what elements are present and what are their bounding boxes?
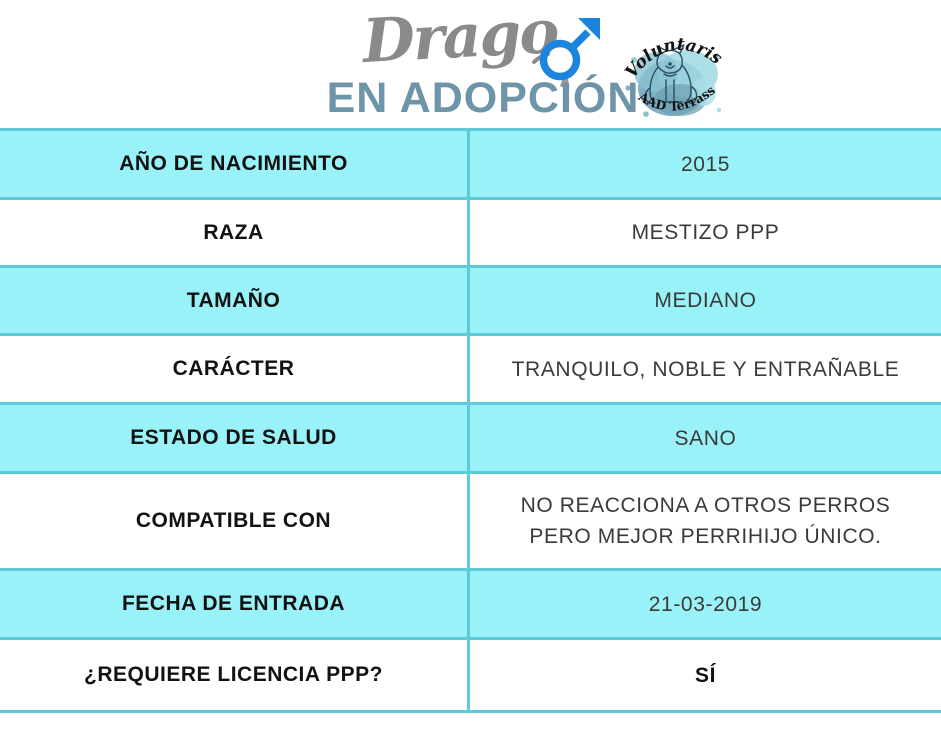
row-label: ¿REQUIERE LICENCIA PPP? [84,663,383,686]
row-label: CARÁCTER [172,357,295,380]
column-divider [467,571,470,637]
row-value: NO REACCIONA A OTROS PERROS PERO MEJOR P… [520,494,891,548]
column-divider [467,131,470,197]
row-label: FECHA DE ENTRADA [121,592,346,615]
table-row-size: TAMAÑO MEDIANO [0,268,941,336]
table-row-breed: RAZA MESTIZO PPP [0,200,941,268]
column-divider [467,474,470,568]
column-divider [467,640,470,710]
column-divider [467,405,470,471]
row-value: MESTIZO PPP [631,221,780,244]
row-value: MEDIANO [654,289,757,312]
table-row-character: CARÁCTER TRANQUILO, NOBLE Y ENTRAÑABLE [0,336,941,405]
table-row-birth-year: AÑO DE NACIMIENTO 2015 [0,131,941,200]
row-label: RAZA [203,220,264,244]
column-divider [467,268,470,333]
table-row-health: ESTADO DE SALUD SANO [0,405,941,474]
header: Drago EN ADOPCIÓN [0,0,941,128]
table-row-ppp-license: ¿REQUIERE LICENCIA PPP? SÍ [0,640,941,710]
row-label: ESTADO DE SALUD [130,426,337,449]
column-divider [467,200,470,265]
male-gender-icon [532,14,604,93]
subtitle: EN ADOPCIÓN [326,74,640,122]
row-label: AÑO DE NACIMIENTO [119,152,348,175]
row-value: 2015 [680,152,731,176]
table-row-compatibility: COMPATIBLE CON NO REACCIONA A OTROS PERR… [0,474,941,571]
row-label: TAMAÑO [186,288,281,312]
table-row-entry-date: FECHA DE ENTRADA 21-03-2019 [0,571,941,640]
adoption-info-table: AÑO DE NACIMIENTO 2015 RAZA MESTIZO PPP … [0,128,941,713]
dog-drawing [644,44,698,105]
row-value: SANO [674,426,737,450]
row-value: SÍ [694,663,717,687]
shelter-logo: Voluntaris CAAD Terrassa [617,10,726,126]
row-value: TRANQUILO, NOBLE Y ENTRAÑABLE [511,357,900,381]
row-value: 21-03-2019 [648,592,763,616]
row-label: COMPATIBLE CON [135,509,332,532]
column-divider [467,336,470,402]
